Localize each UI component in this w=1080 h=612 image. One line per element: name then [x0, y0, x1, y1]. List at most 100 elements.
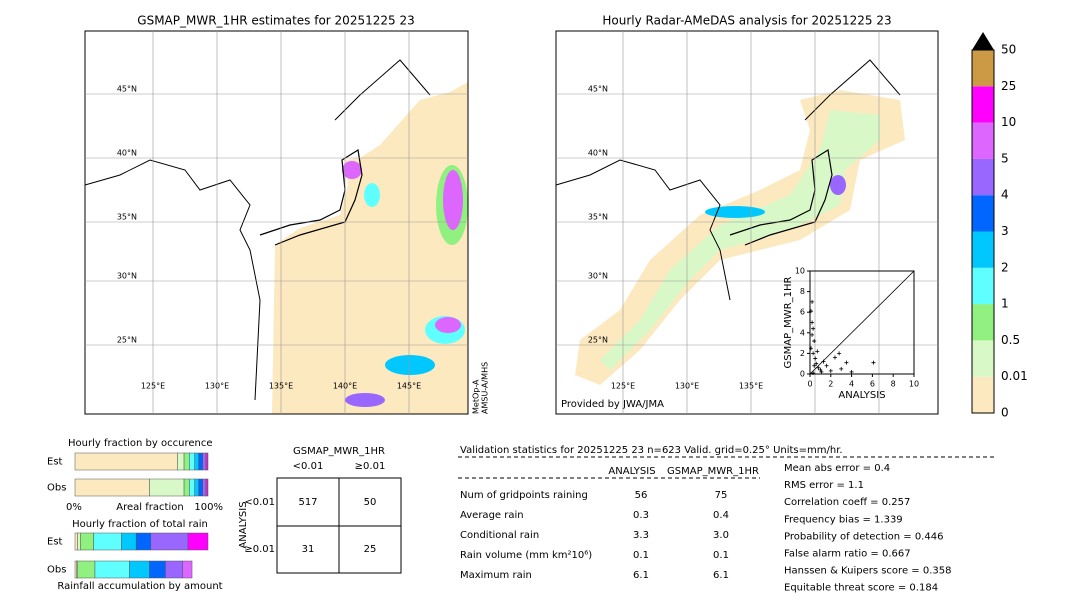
colorbar-label: 0.5 — [1001, 333, 1020, 347]
colorbar-segment — [972, 231, 994, 268]
x-tick-label: 0 — [807, 380, 812, 389]
fraction-segment — [206, 452, 209, 471]
stat-value: 6.1 — [713, 570, 729, 581]
stat-value: 56 — [635, 490, 648, 501]
chart-title: Hourly fraction by occurence — [68, 438, 212, 449]
col-header: ≥0.01 — [355, 461, 386, 472]
map-border — [84, 30, 469, 415]
colorbar-label: 2 — [1001, 260, 1009, 274]
lat-label: 45°N — [117, 85, 137, 94]
stat-value: 0.1 — [633, 550, 649, 561]
scatter-point — [813, 356, 818, 361]
scatter-point — [811, 351, 816, 356]
stat-value: 6.1 — [633, 570, 649, 581]
colorbar-label: 3 — [1001, 224, 1009, 238]
lon-label: 145°E — [397, 382, 421, 391]
fraction-segment — [198, 452, 203, 471]
rain-area — [342, 161, 362, 179]
fraction-segment — [194, 452, 199, 471]
rain-area — [443, 170, 463, 230]
rain-area — [385, 355, 435, 375]
fraction-segment — [149, 478, 185, 497]
fraction-segment — [202, 478, 206, 497]
map-title: GSMAP_MWR_1HR estimates for 20251225 23 — [137, 14, 414, 28]
lat-label: 30°N — [117, 272, 137, 281]
y-tick-label: 0 — [800, 370, 805, 379]
coastline — [334, 59, 431, 121]
colorbar-label: 0.01 — [1001, 369, 1028, 383]
x-tick-label: 4 — [849, 380, 854, 389]
scatter-point — [849, 369, 854, 374]
score: Equitable threat score = 0.184 — [784, 583, 938, 594]
rain-area — [600, 110, 880, 370]
rain-area — [364, 183, 380, 207]
fraction-segment — [80, 532, 94, 551]
row-label: Est — [47, 537, 63, 548]
lat-label: 25°N — [117, 336, 137, 345]
scatter-point — [809, 309, 814, 314]
scatter-point — [810, 332, 815, 337]
scatter-point — [821, 359, 826, 364]
lat-label: 40°N — [588, 149, 608, 158]
map-border — [555, 30, 939, 415]
fraction-segment — [187, 532, 209, 551]
colorbar-label: 25 — [1001, 79, 1016, 93]
colorbar-segment — [972, 267, 994, 305]
rain-area — [435, 317, 461, 333]
lon-label: 135°E — [269, 382, 293, 391]
stat-value: 0.4 — [713, 510, 729, 521]
fraction-segment — [74, 532, 78, 551]
scatter-point — [818, 367, 823, 372]
y-tick-label: 10 — [795, 267, 805, 276]
x-axis-label: ANALYSIS — [838, 390, 885, 401]
col-header: ANALYSIS — [608, 466, 655, 477]
col-header: GSMAP_MWR_1HR — [667, 466, 759, 477]
stat-value: 3.3 — [633, 530, 649, 541]
stat-name: Maximum rain — [460, 570, 532, 581]
colorbar-segment — [972, 304, 994, 341]
stat-name: Rain volume (mm km²10⁶) — [460, 550, 592, 561]
table-title: GSMAP_MWR_1HR — [293, 446, 385, 457]
stats-title: Validation statistics for 20251225 23 n=… — [460, 445, 843, 456]
fraction-segment — [189, 452, 195, 471]
scatter-point — [812, 363, 817, 368]
stat-value: 75 — [715, 490, 728, 501]
colorbar-label: 5 — [1001, 151, 1009, 165]
score: Probability of detection = 0.446 — [784, 531, 943, 542]
row-header: <0.01 — [244, 497, 275, 508]
fraction-segment — [183, 452, 190, 471]
colorbar-label: 4 — [1001, 188, 1009, 202]
x-tick-label: 6 — [870, 380, 875, 389]
scatter-point — [844, 360, 849, 365]
scatter-point — [839, 366, 844, 371]
lat-label: 30°N — [588, 272, 608, 281]
left-map — [84, 30, 469, 415]
table-cell: 31 — [302, 544, 315, 555]
score: RMS error = 1.1 — [784, 480, 864, 491]
colorbar-label: 1 — [1001, 297, 1009, 311]
stat-value: 3.0 — [713, 530, 729, 541]
scatter-frame — [809, 270, 915, 375]
fraction-segment — [189, 478, 195, 497]
row-header: ≥0.01 — [244, 544, 275, 555]
row-label: Obs — [47, 483, 66, 494]
scatter-point — [812, 339, 817, 344]
fraction-segment — [194, 478, 199, 497]
fraction-segment — [77, 532, 81, 551]
scatter-point — [815, 349, 820, 354]
side-note: AMSU-A/MHS — [481, 362, 490, 414]
scatter-point — [828, 368, 833, 373]
credit: Provided by JWA/JMA — [561, 399, 664, 410]
lon-label: 125°E — [141, 382, 165, 391]
y-tick-label: 8 — [800, 287, 805, 296]
colorbar-extend — [972, 32, 994, 50]
lon-label: 130°E — [205, 382, 229, 391]
map-title: Hourly Radar-AMeDAS analysis for 2025122… — [602, 14, 891, 28]
lon-label: 140°E — [333, 382, 357, 391]
fraction-segment — [149, 560, 166, 579]
colorbar-segment — [972, 50, 994, 87]
fraction-segment — [135, 532, 152, 551]
fraction-segment — [94, 560, 130, 579]
scatter-point — [871, 360, 876, 365]
rain-area — [272, 82, 468, 414]
